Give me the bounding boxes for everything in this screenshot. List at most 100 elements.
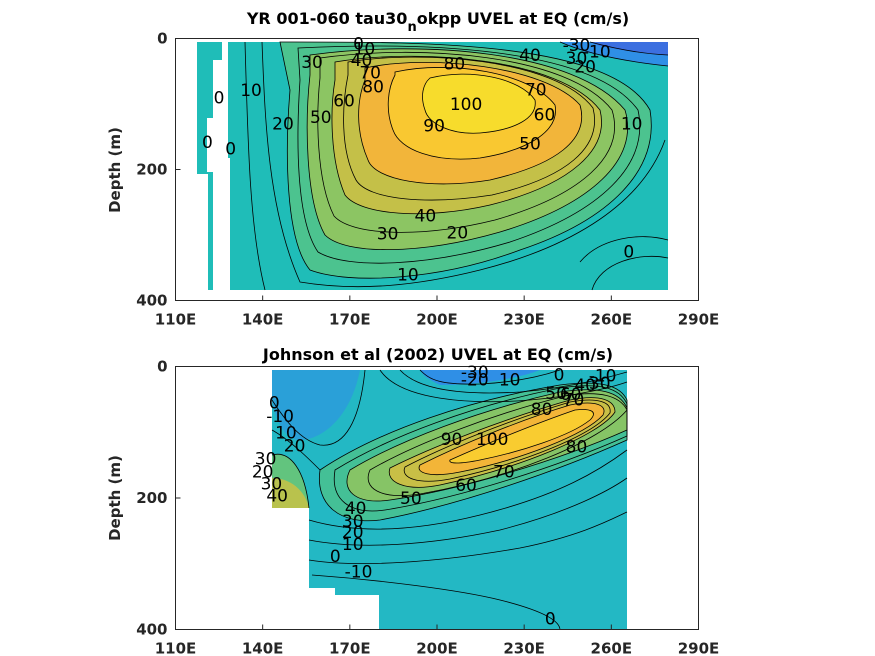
johnson-west-blue	[272, 370, 360, 440]
model-contour	[261, 41, 666, 288]
contour-label: -10	[345, 563, 373, 583]
y-tick-label: 200	[136, 489, 167, 507]
x-tick-label: 200E	[416, 640, 458, 656]
model-contour	[343, 56, 595, 201]
johnson-west-yellow	[272, 478, 309, 508]
y-tick-label: 400	[136, 621, 167, 639]
contour-label: 30	[255, 450, 277, 470]
contour-label: 40	[415, 206, 437, 226]
model-contour	[559, 41, 669, 67]
contour-label: 0	[545, 609, 556, 629]
contour-label: -20	[461, 371, 489, 391]
johnson-x-ticks: 110E 140E 170E 200E 230E 260E 290E	[155, 624, 719, 656]
contour-label: 50	[545, 384, 567, 404]
contour-label: 70	[563, 390, 585, 410]
contour-label: 10	[275, 423, 297, 443]
model-contour	[279, 41, 652, 279]
johnson-contour	[379, 369, 628, 403]
contour-label: 40	[574, 376, 596, 396]
contour-label: -10	[583, 43, 611, 63]
johnson-contour	[308, 449, 628, 530]
x-tick-label: 110E	[155, 311, 197, 329]
johnson-surface-blue	[420, 370, 540, 385]
model-contour	[297, 45, 640, 264]
johnson-contour	[271, 429, 321, 471]
contour-label: 80	[566, 438, 588, 458]
contour-label: 0	[554, 365, 565, 385]
contour-label: 100	[450, 95, 482, 115]
contour-label: 30	[566, 49, 588, 69]
model-x-ticks: 110E 140E 170E 200E 230E 260E 290E	[155, 295, 720, 329]
johnson-y-ticks: 0 200 400	[136, 358, 181, 639]
x-tick-label: 140E	[242, 311, 284, 329]
contour-label: 40	[345, 499, 367, 519]
model-westward-jet-core	[590, 42, 668, 55]
johnson-contour	[308, 511, 628, 564]
johnson-contour	[419, 369, 561, 385]
contour-label: 90	[423, 117, 445, 137]
contour-label: 70	[525, 81, 547, 101]
model-contour	[317, 51, 615, 233]
model-missing-gap	[207, 118, 213, 172]
x-tick-label: 290E	[678, 311, 720, 329]
contour-label: 50	[400, 489, 422, 509]
contour-label: 10	[499, 371, 521, 391]
contour-label: 10	[354, 39, 376, 59]
contour-label: 0	[353, 35, 364, 55]
model-contour	[422, 73, 536, 134]
contour-label: 10	[342, 535, 364, 555]
contour-label: 20	[284, 436, 306, 456]
x-tick-label: 260E	[591, 640, 633, 656]
contour-label: 20	[252, 463, 274, 483]
contour-label: 0	[202, 133, 213, 153]
johnson-band-90	[449, 409, 594, 463]
x-tick-label: 200E	[416, 311, 458, 329]
contour-label: 30	[261, 475, 283, 495]
contour-label: 0	[214, 88, 225, 108]
contour-label: 30	[301, 53, 323, 73]
contour-label: 70	[359, 64, 381, 84]
contour-label: 50	[310, 108, 332, 128]
model-title: YR 001-060 tau30nokpp UVEL at EQ (cm/s)	[246, 9, 629, 35]
y-tick-label: 0	[157, 358, 167, 376]
contour-label: 0	[330, 547, 341, 567]
contour-label: -30	[461, 363, 489, 383]
model-contour	[589, 41, 669, 56]
contour-label: 60	[333, 92, 355, 112]
contour-label: -30	[563, 36, 591, 56]
x-tick-label: 140E	[242, 640, 284, 656]
contour-label: 90	[441, 430, 463, 450]
johnson-contour	[308, 477, 628, 546]
model-contour	[244, 41, 266, 291]
contour-label: 40	[266, 486, 288, 506]
contour-label: 100	[476, 430, 508, 450]
x-tick-label: 110E	[155, 640, 197, 656]
model-contour	[591, 255, 669, 291]
contour-label: 10	[621, 115, 643, 135]
contour-label: 20	[272, 115, 294, 135]
johnson-contour-labels: -30-20 10 0 -105060403070800-10102030203040…	[252, 363, 617, 630]
contour-label: 30	[377, 225, 399, 245]
contour-label: 40	[351, 51, 373, 71]
model-contour	[306, 48, 628, 251]
model-missing-gap	[222, 42, 228, 290]
contour-label: 60	[534, 105, 556, 125]
contour-label: 20	[342, 523, 364, 543]
johnson-contour	[311, 574, 561, 630]
johnson-contour	[388, 397, 616, 488]
model-y-ticks: 0 200 400	[136, 30, 181, 310]
model-band-100	[422, 74, 536, 134]
y-tick-label: 400	[136, 292, 167, 310]
johnson-contour	[418, 402, 605, 475]
contour-label: 30	[589, 374, 611, 394]
contour-label: 60	[455, 476, 477, 496]
contour-label: -10	[589, 367, 617, 387]
johnson-contour	[403, 399, 611, 482]
contour-label: 10	[240, 81, 262, 101]
johnson-contour	[271, 453, 310, 509]
x-tick-label: 230E	[503, 640, 545, 656]
x-tick-label: 260E	[591, 311, 633, 329]
contour-label: 80	[362, 77, 384, 97]
